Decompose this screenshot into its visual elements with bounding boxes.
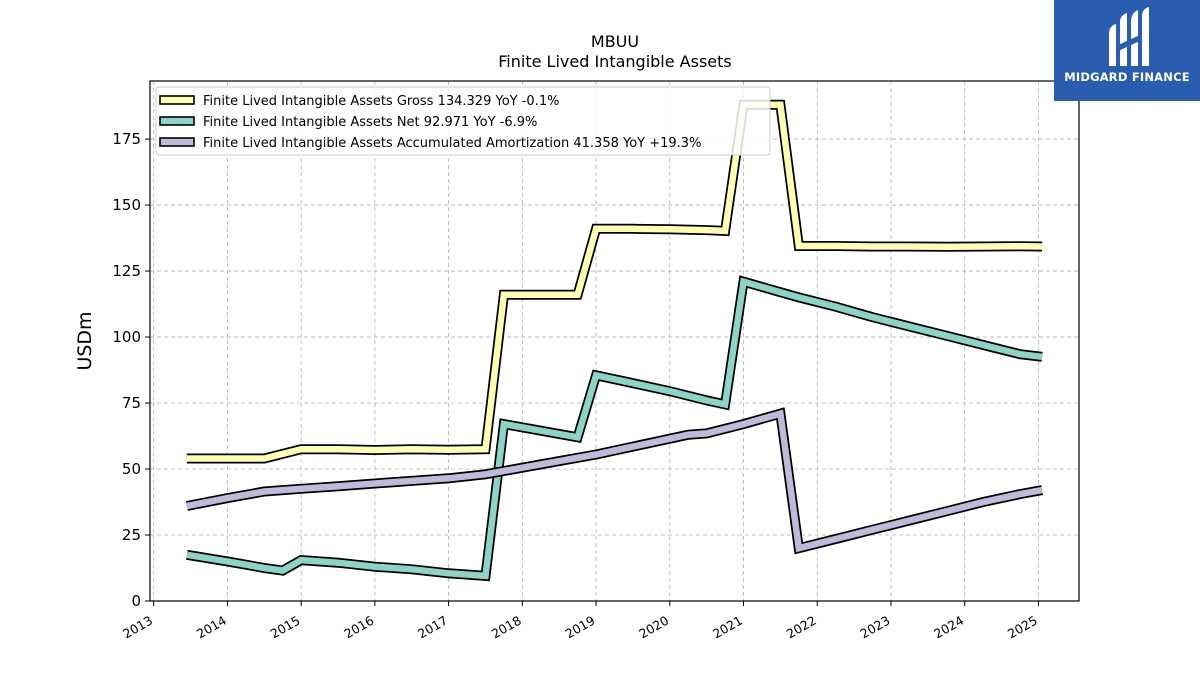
y-tick-label: 150: [112, 196, 141, 214]
x-tick-label: 2025: [1005, 613, 1040, 642]
legend-box: [155, 86, 771, 156]
x-tick-label: 2024: [931, 613, 966, 642]
x-tick-label: 2022: [784, 613, 819, 642]
series-line-0: [186, 101, 1043, 462]
series-line-outline-0: [186, 99, 1043, 464]
midgard-logo-icon: [1109, 7, 1149, 66]
x-tick-label: 2018: [489, 613, 524, 642]
brand-logo: MIDGARD FINANCE: [1054, 0, 1200, 101]
y-tick-label: 175: [112, 130, 141, 148]
y-tick-label: 75: [122, 394, 141, 412]
x-tick-label: 2020: [636, 613, 671, 642]
x-tick-label: 2019: [563, 613, 598, 642]
grid: [150, 81, 1079, 602]
series-line-outline-2: [185, 407, 1043, 555]
legend-swatch-2: [159, 137, 195, 147]
x-tick-label: 2013: [120, 613, 155, 642]
y-tick-label: 50: [122, 460, 141, 478]
y-tick-label: 0: [131, 592, 141, 610]
x-tick-label: 2014: [194, 613, 229, 642]
chart-title: MBUU: [591, 32, 639, 51]
y-axis-label: USDm: [74, 311, 96, 370]
brand-name: MIDGARD FINANCE: [1064, 70, 1190, 84]
x-tick-label: 2021: [710, 613, 745, 642]
y-tick-label: 100: [112, 328, 141, 346]
legend-label-2: Finite Lived Intangible Assets Accumulat…: [203, 136, 701, 151]
x-tick-label: 2015: [268, 613, 303, 642]
chart-subtitle: Finite Lived Intangible Assets: [498, 52, 731, 71]
plot-area: [185, 99, 1043, 582]
x-tick-label: 2023: [857, 613, 892, 642]
x-tick-label: 2017: [415, 613, 450, 642]
legend: Finite Lived Intangible Assets Gross 134…: [155, 86, 771, 156]
legend-swatch-0: [159, 95, 195, 105]
y-axis: 0 25 50 75 100 125 150 175: [112, 130, 150, 610]
legend-label-0: Finite Lived Intangible Assets Gross 134…: [203, 94, 559, 109]
legend-label-1: Finite Lived Intangible Assets Net 92.97…: [203, 115, 537, 130]
plot-frame: [149, 80, 1080, 602]
y-tick-label: 25: [122, 526, 141, 544]
y-tick-label: 125: [112, 262, 141, 280]
x-axis: 2013 2014 2015 2016 2017 2018 2019 2020 2021 2022…: [120, 601, 1040, 642]
series-line-1: [186, 277, 1043, 580]
x-tick-label: 2016: [341, 613, 376, 642]
legend-swatch-1: [159, 116, 195, 126]
series-line-2: [186, 409, 1043, 553]
